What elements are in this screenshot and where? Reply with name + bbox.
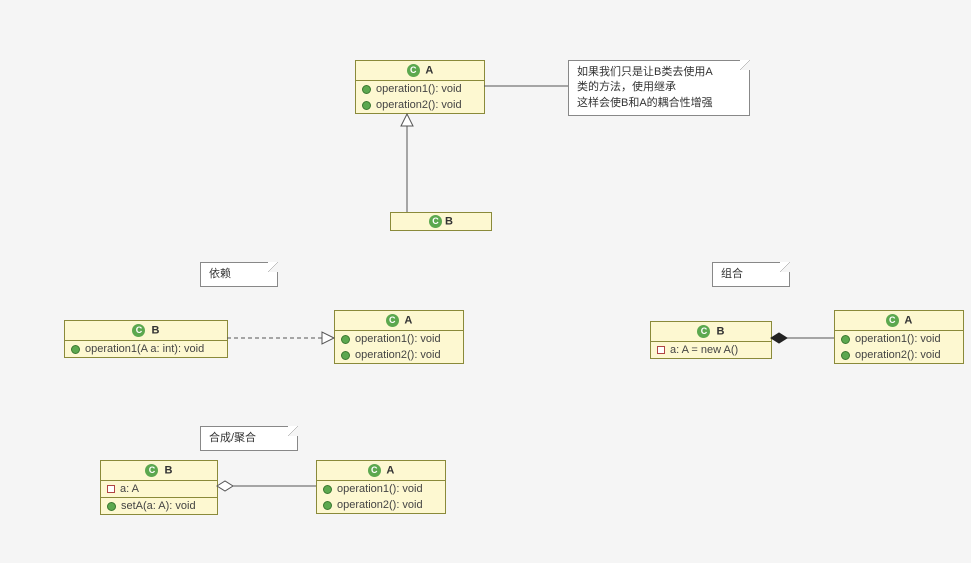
method-row: operation1(A a: int): void [65, 341, 227, 357]
class-name: B [165, 464, 173, 476]
note-fold-icon [268, 262, 278, 272]
class-header: CB [391, 213, 491, 230]
method-row: operation2(): void [335, 347, 463, 363]
method-row: operation2(): void [835, 347, 963, 363]
class-a-aggregation: C A operation1(): void operation2(): voi… [316, 460, 446, 514]
public-icon [341, 351, 350, 360]
note-fold-icon [288, 426, 298, 436]
class-icon: C [145, 464, 158, 477]
class-icon: C [368, 464, 381, 477]
method-row: operation1(): void [317, 481, 445, 497]
class-name: B [445, 215, 453, 227]
class-header: C A [835, 311, 963, 331]
class-name: B [152, 324, 160, 336]
class-b-aggregation: C B a: A setA(a: A): void [100, 460, 218, 515]
note-text: 组合 [721, 268, 743, 280]
class-header: C B [101, 461, 217, 481]
class-icon: C [886, 314, 899, 327]
private-icon [107, 485, 115, 493]
class-icon: C [407, 64, 420, 77]
class-header: C A [335, 311, 463, 331]
class-icon: C [132, 324, 145, 337]
method-row: operation1(): void [835, 331, 963, 347]
class-name: B [717, 325, 725, 337]
method-row: operation1(): void [356, 81, 484, 97]
field-row: a: A = new A() [651, 342, 771, 358]
note-coupling: 如果我们只是让B类去使用A 类的方法，使用继承 这样会使B和A的耦合性增强 [568, 60, 750, 116]
note-aggregation: 合成/聚合 [200, 426, 298, 451]
public-icon [71, 345, 80, 354]
note-fold-icon [780, 262, 790, 272]
public-icon [341, 335, 350, 344]
note-line: 这样会使B和A的耦合性增强 [577, 96, 741, 111]
class-a-dependency: C A operation1(): void operation2(): voi… [334, 310, 464, 364]
public-icon [323, 485, 332, 494]
public-icon [362, 85, 371, 94]
class-header: C B [65, 321, 227, 341]
method-row: operation1(): void [335, 331, 463, 347]
method-row: setA(a: A): void [101, 498, 217, 514]
public-icon [107, 502, 116, 511]
class-b-top: CB [390, 212, 492, 231]
public-icon [841, 351, 850, 360]
class-icon: C [386, 314, 399, 327]
method-row: operation2(): void [356, 97, 484, 113]
method-row: operation2(): void [317, 497, 445, 513]
public-icon [841, 335, 850, 344]
class-b-composition: C B a: A = new A() [650, 321, 772, 359]
class-name: A [904, 314, 912, 326]
note-text: 依赖 [209, 268, 231, 280]
class-name: A [404, 314, 412, 326]
public-icon [362, 101, 371, 110]
class-name: A [425, 64, 433, 76]
class-header: C A [317, 461, 445, 481]
note-composition: 组合 [712, 262, 790, 287]
class-icon: C [429, 215, 442, 228]
field-row: a: A [101, 481, 217, 498]
note-dependency: 依赖 [200, 262, 278, 287]
note-line: 如果我们只是让B类去使用A [577, 65, 741, 80]
class-b-dependency: C B operation1(A a: int): void [64, 320, 228, 358]
class-icon: C [697, 325, 710, 338]
class-a-top: C A operation1(): void operation2(): voi… [355, 60, 485, 114]
class-header: C B [651, 322, 771, 342]
class-a-composition: C A operation1(): void operation2(): voi… [834, 310, 964, 364]
note-line: 类的方法，使用继承 [577, 80, 741, 95]
note-fold-icon [740, 60, 750, 70]
note-text: 合成/聚合 [209, 432, 256, 444]
private-icon [657, 346, 665, 354]
class-header: C A [356, 61, 484, 81]
class-name: A [386, 464, 394, 476]
public-icon [323, 501, 332, 510]
